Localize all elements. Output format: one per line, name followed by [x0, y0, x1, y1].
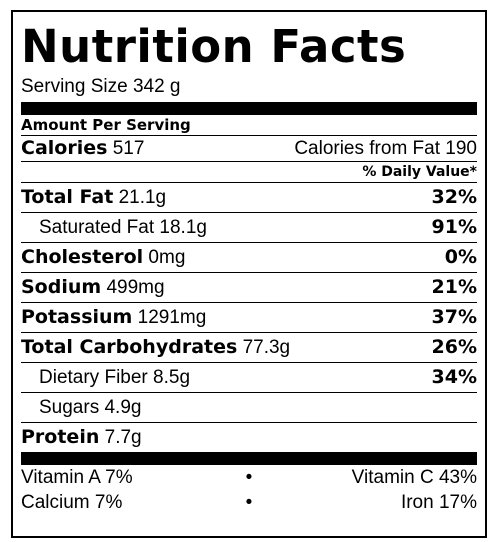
vitamin-right: Vitamin C 43% [351, 467, 477, 488]
vitamin-right: Iron 17% [400, 492, 477, 513]
nutrient-amount: 0mg [148, 247, 186, 268]
nutrient-label: Total Carbohydrates [21, 336, 238, 358]
nutrient-amount: 1291mg [137, 307, 207, 328]
bullet-icon: • [245, 467, 253, 488]
nutrient-row-sodium: Sodium 499mg 21% [21, 273, 477, 303]
serving-size: Serving Size 342 g [21, 74, 477, 100]
thick-divider [21, 102, 477, 115]
nutrient-label: Saturated Fat [39, 217, 155, 238]
nutrient-daily-value: 34% [431, 366, 477, 388]
nutrient-label: Total Fat [21, 186, 114, 208]
nutrient-amount: 499mg [106, 277, 165, 298]
calories-from-fat-label: Calories from Fat [294, 138, 441, 159]
nutrient-daily-value: 21% [431, 276, 477, 298]
nutrient-row-total-carbohydrates: Total Carbohydrates 77.3g 26% [21, 333, 477, 363]
serving-size-value: 342 g [132, 76, 181, 97]
nutrient-amount: 77.3g [242, 337, 291, 358]
thick-divider [21, 452, 477, 465]
vitamin-left: Vitamin A 7% [21, 467, 133, 488]
nutrient-row-cholesterol: Cholesterol 0mg 0% [21, 243, 477, 273]
nutrient-row-protein: Protein 7.7g [21, 423, 477, 452]
calories-from-fat-value: 190 [445, 138, 477, 159]
nutrient-daily-value: 26% [431, 336, 477, 358]
nutrient-row-sugars: Sugars 4.9g [21, 393, 477, 423]
nutrient-daily-value: 37% [431, 306, 477, 328]
nutrient-amount: 7.7g [104, 427, 142, 448]
nutrient-daily-value: 0% [444, 246, 477, 268]
nutrient-amount: 8.5g [153, 367, 191, 388]
nutrient-amount: 21.1g [118, 187, 167, 208]
nutrient-label: Sugars [39, 397, 100, 418]
nutrient-label: Potassium [21, 306, 133, 328]
amount-per-serving: Amount Per Serving [21, 115, 477, 136]
bullet-icon: • [245, 492, 253, 513]
vitamin-left: Calcium 7% [21, 492, 123, 513]
vitamin-row: Vitamin A 7% • Vitamin C 43% [21, 465, 477, 490]
nutrient-amount: 4.9g [104, 397, 142, 418]
calories-value: 517 [112, 138, 145, 159]
nutrient-label: Dietary Fiber [39, 367, 148, 388]
label-title: Nutrition Facts [21, 20, 407, 73]
nutrient-daily-value: 91% [431, 216, 477, 238]
nutrient-label: Cholesterol [21, 246, 144, 268]
nutrient-label: Sodium [21, 276, 102, 298]
daily-value-header: % Daily Value* [21, 162, 477, 183]
nutrient-label: Protein [21, 426, 100, 448]
nutrient-daily-value: 32% [431, 186, 477, 208]
nutrient-amount: 18.1g [159, 217, 207, 238]
nutrient-row-saturated-fat: Saturated Fat 18.1g 91% [21, 213, 477, 243]
serving-size-label: Serving Size [21, 76, 128, 97]
nutrient-row-dietary-fiber: Dietary Fiber 8.5g 34% [21, 363, 477, 393]
nutrient-row-potassium: Potassium 1291mg 37% [21, 303, 477, 333]
nutrient-row-total-fat: Total Fat 21.1g 32% [21, 183, 477, 213]
vitamin-row: Calcium 7% • Iron 17% [21, 490, 477, 515]
calories-row: Calories 517 Calories from Fat 190 [21, 136, 477, 162]
nutrition-facts-label: Nutrition Facts Serving Size 342 g Amoun… [11, 10, 487, 538]
calories-label: Calories [21, 137, 108, 159]
